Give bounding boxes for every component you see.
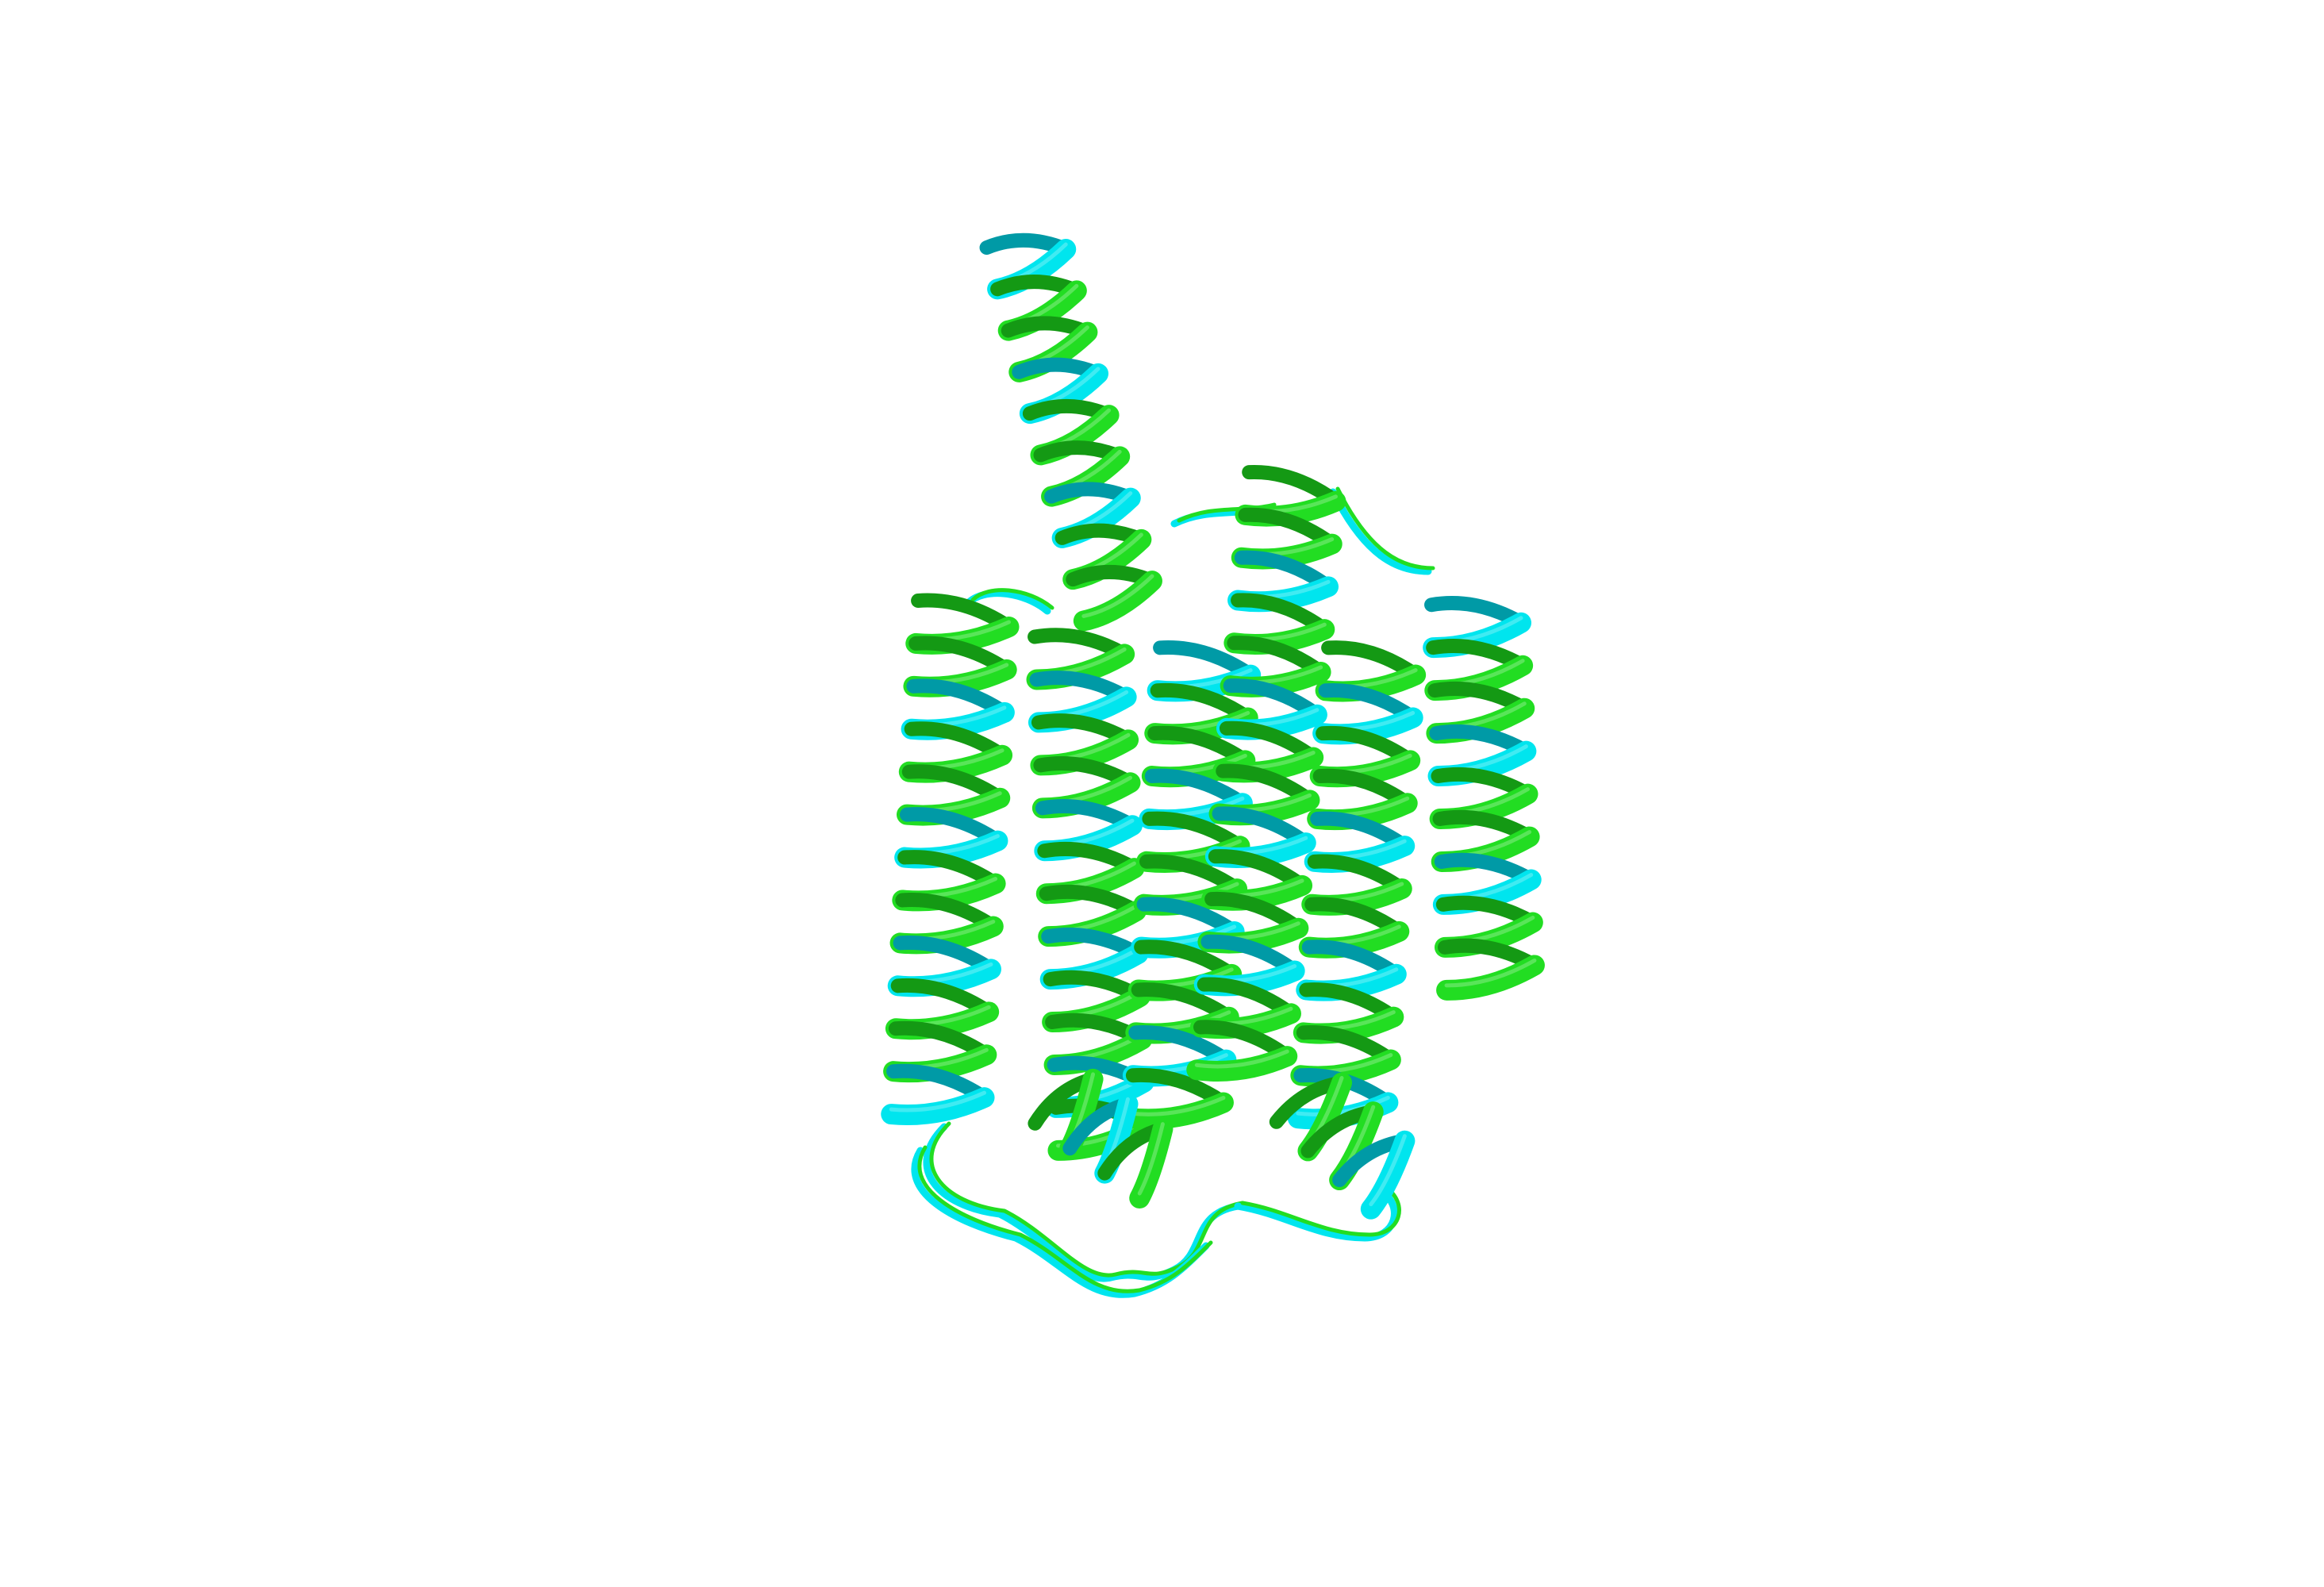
helix: [1423, 596, 1545, 1001]
helix-highlight: [1081, 574, 1154, 618]
helix: [881, 593, 1020, 1126]
helix-ribbon-front: [1436, 955, 1545, 1001]
helix-highlight: [889, 1090, 987, 1112]
helix: [979, 232, 1162, 632]
loop-strand-green: [1335, 486, 1435, 571]
helix-highlight: [1296, 1095, 1390, 1116]
helix-ribbon-front: [1360, 1130, 1416, 1220]
helix: [1026, 628, 1157, 1161]
loop-strand-green: [970, 588, 1054, 610]
loop-strand-cyan: [1329, 488, 1432, 575]
loop-strands: [911, 486, 1435, 1298]
helix-ribbon-front: [1120, 1092, 1234, 1130]
helix-ribbon-front: [1129, 1118, 1174, 1209]
helix-bundle: [881, 232, 1545, 1220]
helix-ribbon-front: [1073, 571, 1162, 632]
helix: [1269, 1072, 1416, 1220]
loop-strand-green: [917, 1145, 1213, 1293]
loop-strand-cyan: [1234, 1186, 1398, 1242]
loop-strand-cyan: [923, 1123, 1242, 1282]
loop-strand-green: [929, 1121, 1245, 1278]
helix-highlight: [1444, 958, 1537, 988]
helix-ribbon-front: [881, 1087, 995, 1126]
helix: [1186, 465, 1346, 1082]
helix: [1028, 1068, 1174, 1209]
helix-highlight: [1137, 1122, 1165, 1196]
loop-strand-green: [1240, 1185, 1401, 1237]
helix-highlight: [1127, 1096, 1226, 1116]
helix: [1120, 640, 1262, 1130]
helix: [1287, 640, 1427, 1130]
helix-highlight: [1369, 1134, 1407, 1207]
helix-ribbon-front: [1186, 1046, 1298, 1082]
helix-highlight: [1194, 1049, 1289, 1069]
